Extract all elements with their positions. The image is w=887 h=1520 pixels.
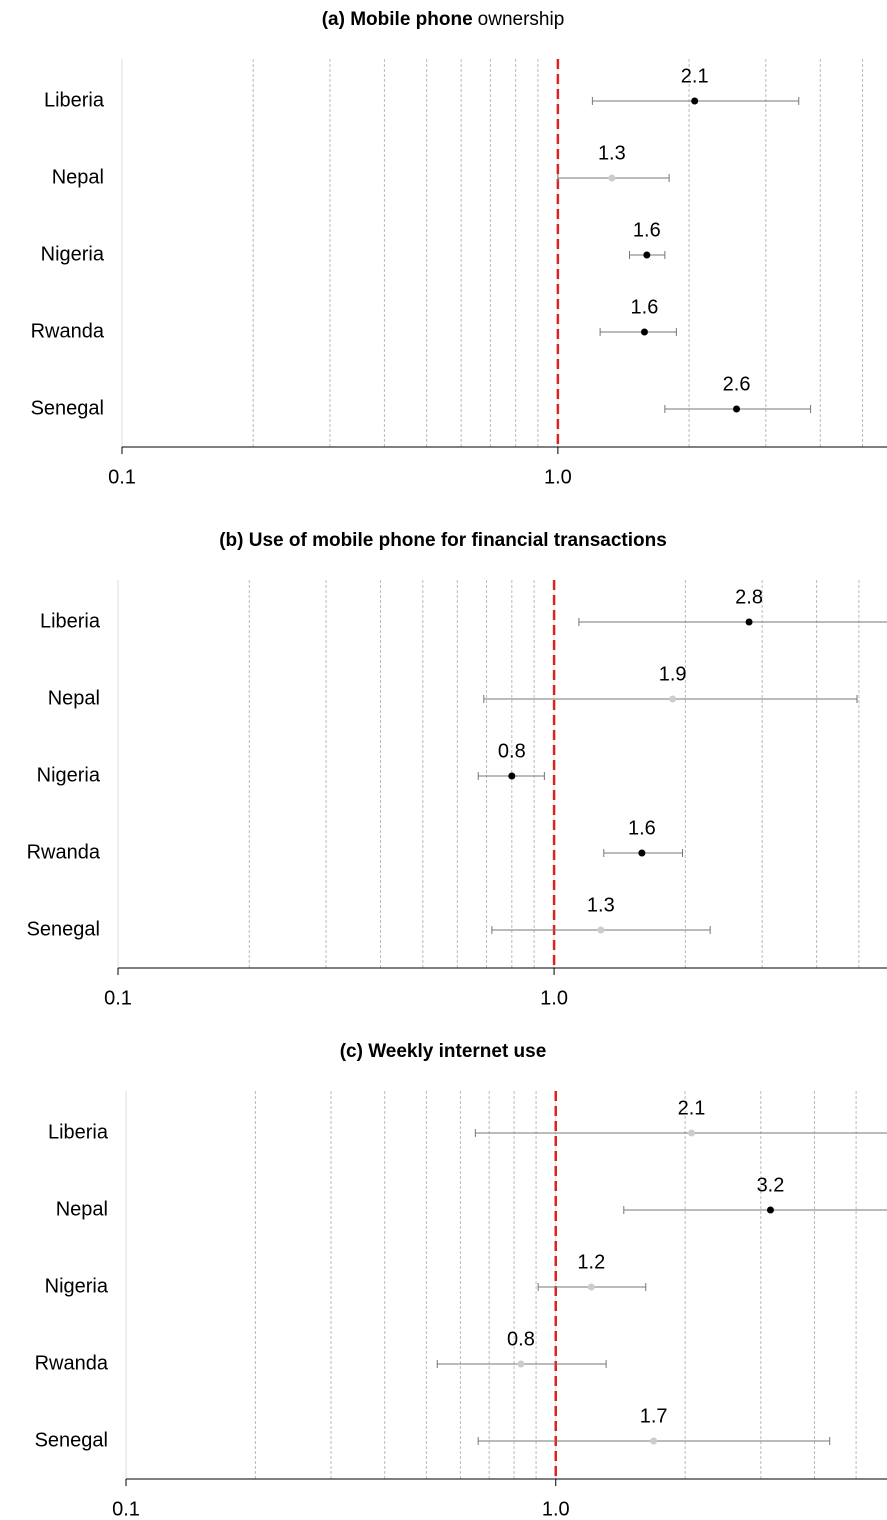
x-tick-label: 1.0 — [544, 466, 572, 488]
point — [669, 695, 677, 703]
x-tick-label: 0.1 — [108, 466, 136, 488]
category-label: Nigeria — [37, 764, 101, 786]
category-label: Nepal — [48, 687, 100, 709]
value-label: 2.8 — [735, 586, 763, 608]
title-part: (a) Mobile phone — [322, 9, 473, 30]
panel-title: (c) Weekly internet use — [340, 1041, 547, 1062]
panel: (b) Use of mobile phone for financial tr… — [27, 530, 887, 1009]
panel-title: (a) Mobile phone ownership — [322, 9, 565, 30]
value-label: 1.6 — [631, 296, 659, 318]
error-bar — [623, 1206, 887, 1214]
category-label: Liberia — [40, 610, 101, 632]
point — [643, 251, 651, 259]
point — [597, 926, 605, 934]
panel: (a) Mobile phone ownership 0.1 1.0 Liberia 2.… — [31, 9, 887, 488]
point — [650, 1437, 658, 1445]
point — [688, 1129, 696, 1137]
error-bar — [578, 618, 887, 626]
point — [733, 405, 741, 413]
point — [766, 1206, 774, 1214]
value-label: 0.8 — [507, 1328, 535, 1350]
value-label: 1.3 — [598, 142, 626, 164]
category-label: Senegal — [31, 397, 104, 419]
category-label: Nepal — [52, 166, 104, 188]
point — [508, 772, 516, 780]
value-label: 1.3 — [587, 894, 615, 916]
x-tick-label: 1.0 — [540, 987, 568, 1009]
category-label: Rwanda — [31, 320, 105, 342]
value-label: 1.7 — [640, 1405, 668, 1427]
category-label: Nepal — [56, 1198, 108, 1220]
point — [691, 97, 699, 105]
value-label: 3.2 — [757, 1174, 785, 1196]
x-tick-label: 1.0 — [542, 1498, 570, 1520]
point — [608, 174, 616, 182]
category-label: Senegal — [27, 918, 100, 940]
category-label: Liberia — [44, 89, 105, 111]
title-part: (b) Use of mobile phone for financial tr… — [219, 530, 667, 551]
error-bar — [474, 1129, 887, 1137]
value-label: 2.1 — [678, 1097, 706, 1119]
x-tick-label: 0.1 — [112, 1498, 140, 1520]
title-part: ownership — [478, 9, 565, 30]
category-label: Senegal — [35, 1429, 108, 1451]
point — [638, 849, 646, 857]
category-label: Nigeria — [41, 243, 105, 265]
value-label: 2.6 — [723, 373, 751, 395]
category-label: Rwanda — [27, 841, 101, 863]
panel-title: (b) Use of mobile phone for financial tr… — [219, 530, 667, 551]
category-label: Rwanda — [35, 1352, 109, 1374]
value-label: 1.2 — [577, 1251, 605, 1273]
title-part: (c) Weekly internet use — [340, 1041, 547, 1062]
category-label: Nigeria — [45, 1275, 109, 1297]
value-label: 2.1 — [681, 65, 709, 87]
x-tick-label: 0.1 — [104, 987, 132, 1009]
value-label: 0.8 — [498, 740, 526, 762]
category-label: Liberia — [48, 1121, 109, 1143]
point — [517, 1360, 525, 1368]
point — [745, 618, 753, 626]
error-bar — [599, 328, 677, 336]
point — [587, 1283, 595, 1291]
value-label: 1.9 — [659, 663, 687, 685]
point — [640, 328, 648, 336]
value-label: 1.6 — [633, 219, 661, 241]
panel: (c) Weekly internet use 0.1 1.0 Liberia 2.1 N… — [35, 1041, 887, 1520]
value-label: 1.6 — [628, 817, 656, 839]
